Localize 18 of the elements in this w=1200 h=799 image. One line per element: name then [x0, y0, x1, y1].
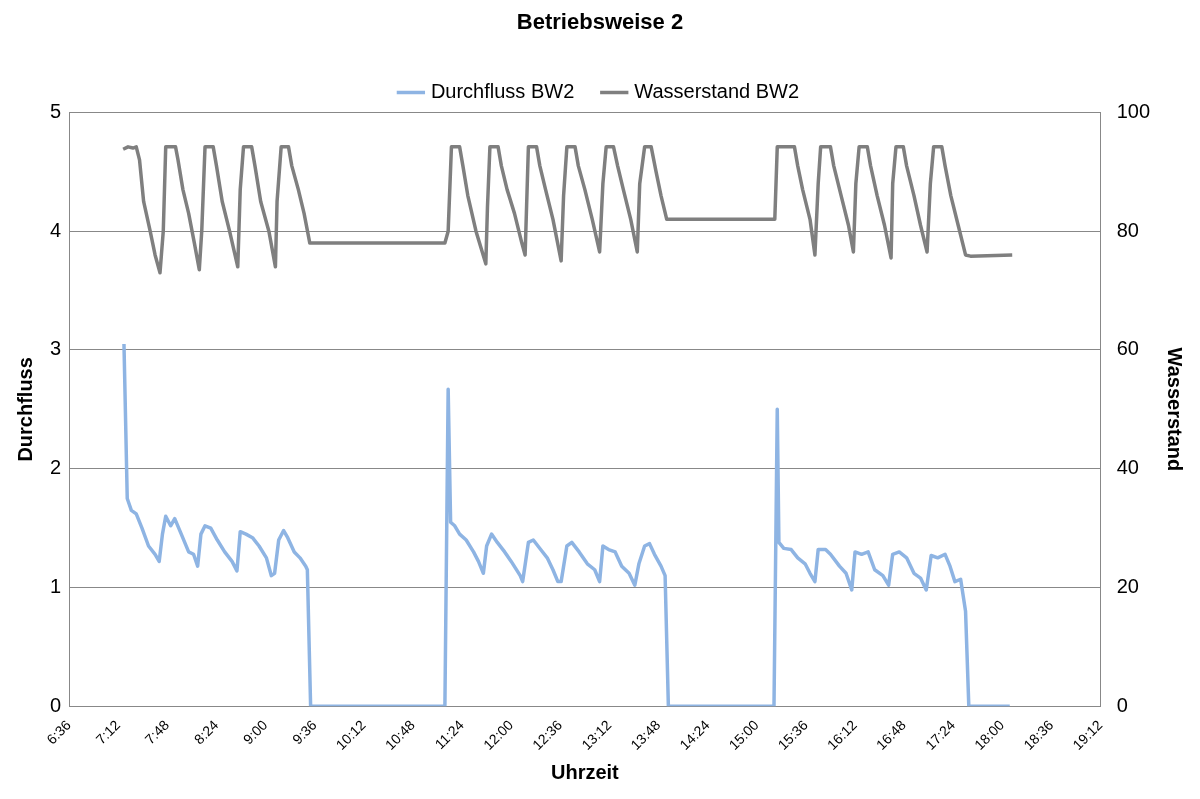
y2-tick-label: 60: [1116, 337, 1139, 360]
y2-tick-label: 40: [1116, 456, 1139, 479]
legend-label: Wasserstand BW2: [634, 79, 800, 102]
y-tick-label: 1: [50, 575, 62, 598]
y2-tick-label: 100: [1116, 99, 1151, 122]
y2-tick-label: 20: [1116, 575, 1139, 598]
y2-axis-title: Wasserstand: [1164, 347, 1187, 472]
y-axis-title: Durchfluss: [13, 357, 36, 462]
x-axis-title: Uhrzeit: [550, 760, 620, 783]
y-tick-label: 4: [50, 218, 62, 241]
y-tick-label: 5: [50, 99, 62, 122]
y-tick-label: 2: [50, 456, 62, 479]
y2-tick-label: 0: [1116, 693, 1128, 716]
y-tick-label: 0: [50, 693, 62, 716]
y2-tick-label: 80: [1116, 218, 1139, 241]
chart-title: Betriebsweise 2: [516, 9, 684, 35]
legend-label: Durchfluss BW2: [430, 79, 575, 102]
y-tick-label: 3: [50, 337, 62, 360]
